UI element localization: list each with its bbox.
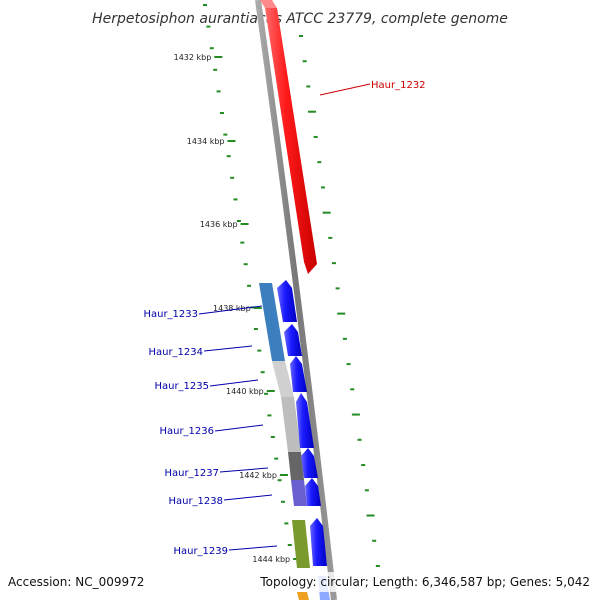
gene-haur-1238[interactable] xyxy=(305,478,321,506)
gene-label[interactable]: Haur_1236 xyxy=(159,426,214,437)
gene-label[interactable]: Haur_1232 xyxy=(371,80,426,91)
scale-label: 1444 kbp xyxy=(252,555,290,564)
scale-label: 1438 kbp xyxy=(213,304,251,313)
gene-haur-1236[interactable] xyxy=(296,393,314,448)
cog-track xyxy=(259,283,310,600)
reverse-gene-track xyxy=(277,280,330,600)
cog-segment xyxy=(288,452,304,480)
scale-label: 1442 kbp xyxy=(239,471,277,480)
gene-haur-1232[interactable] xyxy=(260,0,317,274)
scale-label: 1432 kbp xyxy=(174,53,212,62)
outer-tick-track xyxy=(299,35,380,567)
gene-label[interactable]: Haur_1237 xyxy=(164,468,219,479)
accession-text: Accession: NC_009972 xyxy=(8,575,144,589)
cog-segment xyxy=(281,397,301,452)
gene-leader-line xyxy=(214,424,264,432)
map-title: Herpetosiphon aurantiacus ATCC 23779, co… xyxy=(92,11,508,27)
gene-haur-1233[interactable] xyxy=(277,280,297,322)
gene-leader-line xyxy=(319,83,371,96)
scale-label: 1440 kbp xyxy=(226,387,264,396)
cog-segment xyxy=(292,520,310,568)
gene-label[interactable]: Haur_1233 xyxy=(143,309,198,320)
cog-segment xyxy=(297,592,309,600)
gene-haur-1235[interactable] xyxy=(290,356,307,392)
gene-haur-1239[interactable] xyxy=(310,518,327,566)
cog-segment xyxy=(259,283,285,361)
gene-label[interactable]: Haur_1238 xyxy=(168,496,223,507)
genome-summary-text: Topology: circular; Length: 6,346,587 bp… xyxy=(259,575,590,589)
gene-label[interactable]: Haur_1234 xyxy=(148,347,203,358)
gene-label[interactable]: Haur_1239 xyxy=(173,546,228,557)
gene-haur-1237[interactable] xyxy=(301,448,318,478)
gene-leader-line xyxy=(219,467,269,473)
gene-labels: Haur_1232 Haur_1233 Haur_1234 Haur_1235 Haur… xyxy=(143,80,425,557)
cog-segment xyxy=(291,480,307,506)
genome-backbone xyxy=(255,0,337,600)
gene-leader-line xyxy=(198,305,263,315)
gene-leader-line xyxy=(209,379,259,387)
cog-segment xyxy=(272,361,294,397)
gene-label[interactable]: Haur_1235 xyxy=(154,381,209,392)
scale-label: 1436 kbp xyxy=(200,220,238,229)
gene-leader-line xyxy=(203,345,253,352)
scale-track: 1432 kbp 1434 kbp 1436 kbp 1438 kbp 1440 kbp… xyxy=(174,4,302,564)
gene-leader-line xyxy=(228,545,278,551)
scale-label: 1434 kbp xyxy=(187,137,225,146)
footer-backdrop xyxy=(258,572,600,592)
gene-haur-1234[interactable] xyxy=(284,324,302,356)
gene-leader-line xyxy=(223,494,273,501)
